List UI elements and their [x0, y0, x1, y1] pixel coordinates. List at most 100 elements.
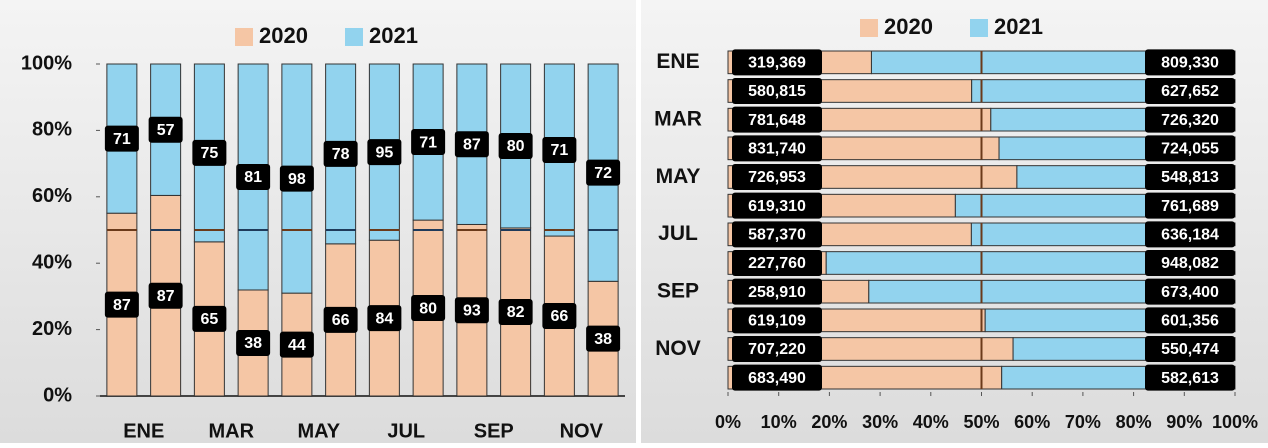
data-label: 38 — [594, 331, 612, 348]
data-label: 87 — [113, 297, 131, 314]
data-label-bg — [411, 295, 446, 322]
data-label: 619,109 — [748, 313, 806, 330]
data-label: 65 — [200, 311, 218, 328]
data-label-bg — [1145, 336, 1235, 362]
data-label: 726,320 — [1161, 112, 1219, 129]
y-tick-label: ENE — [656, 50, 699, 73]
legend-swatch — [860, 19, 878, 37]
data-label: 948,082 — [1161, 255, 1219, 272]
x-tick-label: JUL — [387, 420, 425, 442]
data-label-bg — [586, 159, 621, 186]
data-label-bg — [542, 303, 577, 330]
y-tick-label: MAR — [654, 108, 702, 131]
data-label-bg — [732, 135, 822, 162]
data-label: 71 — [419, 134, 437, 151]
data-label: 673,400 — [1161, 284, 1219, 301]
data-label: 38 — [244, 335, 262, 352]
data-label-bg — [1145, 278, 1235, 305]
data-label: 78 — [332, 146, 350, 163]
data-label-bg — [586, 325, 621, 352]
data-label-bg — [732, 49, 822, 76]
x-tick-label: SEP — [474, 420, 514, 442]
data-label-bg — [732, 336, 822, 362]
x-tick-label: 20% — [811, 412, 847, 432]
y-tick-label: MAY — [656, 165, 701, 188]
y-tick-label: 0% — [43, 384, 72, 406]
data-label: 82 — [507, 304, 525, 321]
data-label: 98 — [288, 171, 306, 188]
data-label: 831,740 — [748, 141, 806, 158]
data-label: 587,370 — [748, 227, 806, 244]
data-label: 582,613 — [1161, 370, 1219, 387]
legend-label: 2020 — [884, 14, 933, 39]
y-tick-label: NOV — [655, 337, 701, 360]
x-tick-label: MAR — [208, 420, 254, 442]
legend-label: 2021 — [994, 14, 1043, 39]
x-tick-label: MAY — [297, 420, 340, 442]
data-label-bg — [323, 140, 358, 167]
legend-label: 2020 — [259, 23, 308, 48]
data-label: 726,953 — [748, 169, 806, 186]
data-label: 580,815 — [748, 83, 806, 100]
data-label-bg — [323, 306, 358, 333]
data-label: 636,184 — [1161, 227, 1219, 244]
data-label-bg — [732, 106, 822, 133]
data-label: 80 — [419, 300, 437, 317]
data-label-bg — [1145, 164, 1235, 190]
y-tick-label: 80% — [32, 119, 72, 141]
data-label: 601,356 — [1161, 313, 1219, 330]
x-tick-label: ENE — [123, 420, 164, 442]
x-tick-label: 0% — [715, 412, 741, 432]
data-label-bg — [1145, 78, 1235, 104]
y-tick-label: JUL — [658, 222, 698, 245]
data-label: 724,055 — [1161, 141, 1219, 158]
data-label-bg — [279, 165, 314, 192]
y-tick-label: 60% — [32, 185, 72, 207]
data-label-bg — [236, 163, 271, 190]
legend-swatch — [235, 28, 253, 46]
x-tick-label: 70% — [1065, 412, 1101, 432]
data-label-bg — [367, 139, 402, 166]
data-label: 87 — [463, 136, 481, 153]
data-label-bg — [148, 282, 183, 309]
data-label: 84 — [375, 310, 393, 327]
x-tick-label: 50% — [963, 412, 999, 432]
data-label-bg — [732, 250, 822, 276]
data-label-bg — [1145, 221, 1235, 248]
data-label: 66 — [332, 312, 350, 329]
data-label-bg — [192, 139, 227, 166]
data-label: 87 — [157, 288, 175, 305]
data-label: 707,220 — [748, 341, 806, 358]
data-label-bg — [1145, 250, 1235, 276]
data-label: 93 — [463, 302, 481, 319]
data-label: 227,760 — [748, 255, 806, 272]
data-label-bg — [732, 364, 822, 391]
y-tick-label: 40% — [32, 251, 72, 273]
data-label-bg — [279, 331, 314, 358]
data-label: 57 — [157, 122, 175, 139]
data-label: 258,910 — [748, 284, 806, 301]
x-tick-label: 30% — [862, 412, 898, 432]
data-label-bg — [1145, 192, 1235, 219]
y-tick-label: 100% — [21, 52, 72, 74]
data-label-bg — [236, 329, 271, 356]
data-label-bg — [498, 298, 533, 325]
data-label: 627,652 — [1161, 83, 1219, 100]
data-label: 319,369 — [748, 55, 806, 72]
data-label: 683,490 — [748, 370, 806, 387]
y-tick-label: SEP — [657, 280, 699, 303]
data-label-bg — [1145, 307, 1235, 334]
data-label: 619,310 — [748, 198, 806, 215]
data-label: 71 — [113, 131, 131, 148]
data-label-bg — [104, 125, 139, 152]
data-label: 80 — [507, 138, 525, 155]
data-label-bg — [732, 164, 822, 190]
x-tick-label: 60% — [1014, 412, 1050, 432]
data-label: 781,648 — [748, 112, 806, 129]
data-label: 761,689 — [1161, 198, 1219, 215]
y-tick-label: 20% — [32, 318, 72, 340]
data-label: 809,330 — [1161, 55, 1219, 72]
x-tick-label: NOV — [560, 420, 604, 442]
